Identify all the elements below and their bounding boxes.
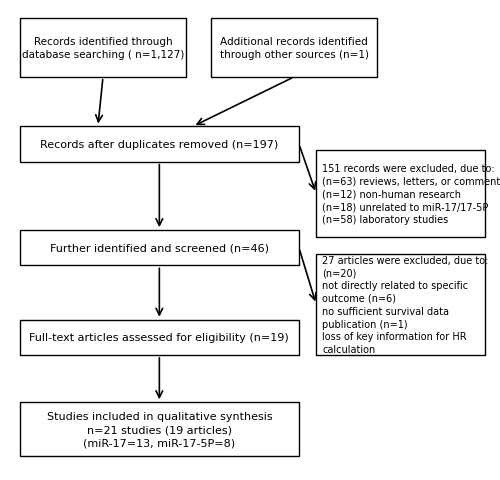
Text: Further identified and screened (n=46): Further identified and screened (n=46): [50, 243, 269, 253]
FancyBboxPatch shape: [20, 127, 299, 162]
FancyBboxPatch shape: [316, 151, 485, 238]
Text: Studies included in qualitative synthesis
n=21 studies (19 articles)
(miR-17=13,: Studies included in qualitative synthesi…: [46, 411, 272, 447]
FancyBboxPatch shape: [20, 320, 299, 355]
FancyBboxPatch shape: [211, 19, 378, 78]
FancyBboxPatch shape: [20, 19, 186, 78]
FancyBboxPatch shape: [316, 254, 485, 355]
Text: 151 records were excluded, due to:
(n=63) reviews, letters, or comment
(n=12) no: 151 records were excluded, due to: (n=63…: [322, 164, 500, 225]
Text: Additional records identified
through other sources (n=1): Additional records identified through ot…: [220, 37, 368, 60]
FancyBboxPatch shape: [20, 402, 299, 456]
Text: Full-text articles assessed for eligibility (n=19): Full-text articles assessed for eligibil…: [30, 333, 289, 343]
Text: Records identified through
database searching ( n=1,127): Records identified through database sear…: [22, 37, 184, 60]
FancyBboxPatch shape: [20, 230, 299, 266]
Text: Records after duplicates removed (n=197): Records after duplicates removed (n=197): [40, 140, 278, 150]
Text: 27 articles were excluded, due to:
(n=20)
not directly related to specific
outco: 27 articles were excluded, due to: (n=20…: [322, 255, 488, 354]
